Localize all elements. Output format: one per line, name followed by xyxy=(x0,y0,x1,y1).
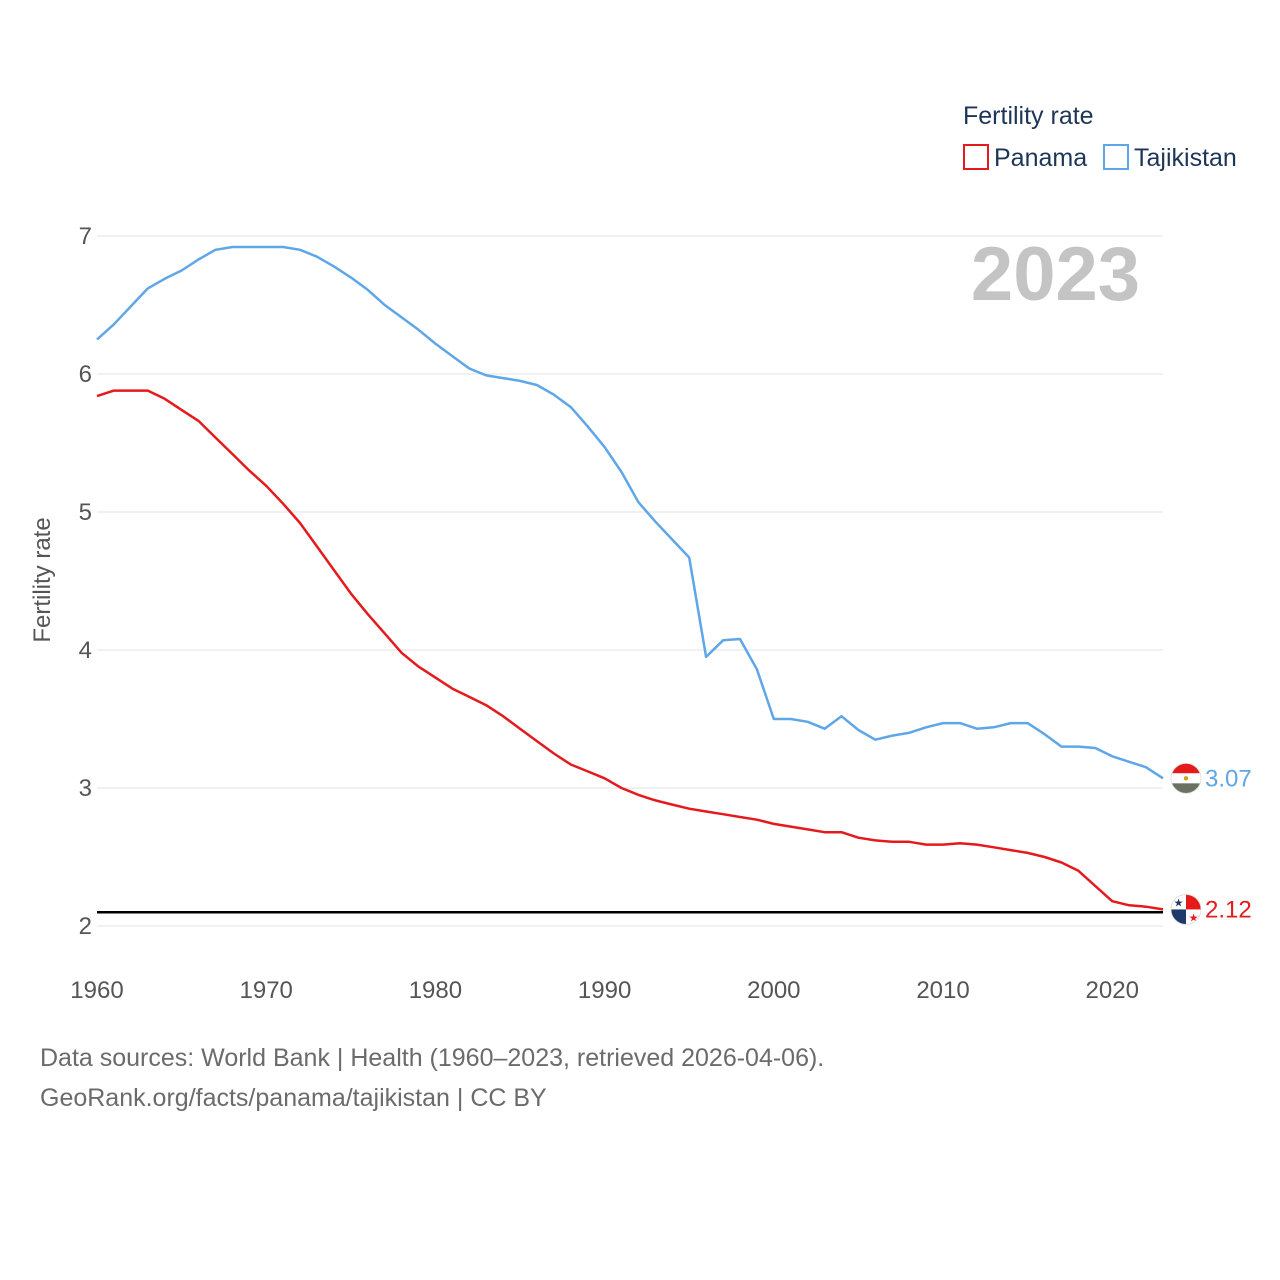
svg-text:★: ★ xyxy=(1174,897,1184,909)
x-tick-label: 1970 xyxy=(240,977,293,1004)
y-tick-label: 5 xyxy=(79,499,92,526)
end-value-label-tajikistan: 3.07 xyxy=(1205,765,1252,792)
x-tick-label: 2010 xyxy=(916,977,969,1004)
attribution-line: GeoRank.org/facts/panama/tajikistan | CC… xyxy=(40,1084,547,1112)
x-tick-label: 1980 xyxy=(409,977,462,1004)
end-value-label-panama: 2.12 xyxy=(1205,896,1252,923)
year-label: 2023 xyxy=(971,232,1140,317)
gridlines xyxy=(97,235,1163,927)
x-tick-label: 2000 xyxy=(747,977,800,1004)
legend-swatch-panama xyxy=(963,144,989,170)
series-line-tajikistan xyxy=(96,245,1164,780)
y-axis-ticks: 2 3 4 5 6 7 xyxy=(79,223,92,940)
series-lines xyxy=(96,245,1164,911)
x-tick-label: 1960 xyxy=(70,977,123,1004)
end-marker-panama: ★ ★ 2.12 xyxy=(1170,894,1252,925)
svg-text:★: ★ xyxy=(1189,912,1199,924)
y-axis-label: Fertility rate xyxy=(29,517,56,642)
legend-items: Panama Tajikistan xyxy=(963,144,1237,172)
x-tick-label: 1990 xyxy=(578,977,631,1004)
series-end-markers: ★ ★ 2.12 3.07 xyxy=(1170,762,1252,925)
y-tick-label: 4 xyxy=(79,637,92,664)
series-line-panama xyxy=(96,389,1164,911)
tajikistan-flag-icon xyxy=(1171,763,1201,794)
x-tick-label: 2020 xyxy=(1086,977,1139,1004)
legend-label-tajikistan: Tajikistan xyxy=(1134,144,1237,172)
legend: Fertility rate Panama Tajikistan xyxy=(963,102,1237,172)
y-tick-label: 6 xyxy=(79,361,92,388)
legend-title: Fertility rate xyxy=(963,102,1094,130)
legend-swatch-tajikistan xyxy=(1103,144,1129,170)
x-axis-ticks: 1960 1970 1980 1990 2000 2010 2020 xyxy=(70,977,1139,1004)
source-line: Data sources: World Bank | Health (1960–… xyxy=(40,1044,825,1072)
y-tick-label: 3 xyxy=(79,775,92,802)
y-tick-label: 2 xyxy=(79,913,92,940)
y-tick-label: 7 xyxy=(79,223,92,250)
end-marker-tajikistan: 3.07 xyxy=(1170,762,1252,794)
legend-label-panama: Panama xyxy=(994,144,1087,172)
